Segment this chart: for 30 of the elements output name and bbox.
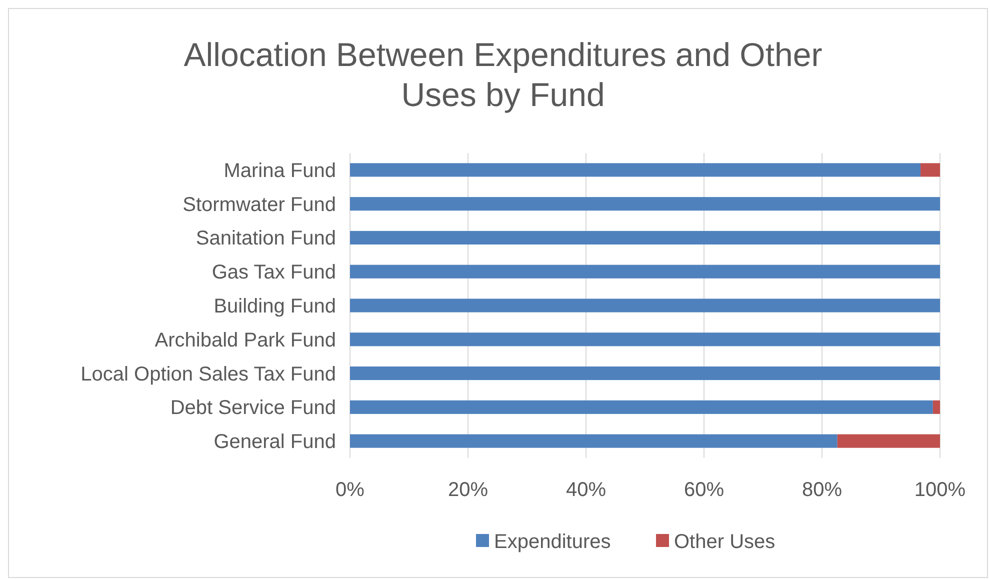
bar xyxy=(350,230,940,244)
bar xyxy=(932,400,940,414)
chart-title: Allocation Between Expenditures and Other Uses by Fund xyxy=(184,36,822,113)
y-tick-label: Marina Fund xyxy=(224,160,336,182)
y-tick-label: Building Fund xyxy=(214,296,336,318)
bar xyxy=(350,366,940,380)
bar xyxy=(350,298,940,312)
x-tick-label: 100% xyxy=(914,479,966,501)
x-tick-label: 40% xyxy=(566,479,606,501)
legend-label: Other Uses xyxy=(674,531,776,553)
x-tick-label: 0% xyxy=(336,479,365,501)
bar xyxy=(350,264,940,278)
y-tick-label: Debt Service Fund xyxy=(170,397,336,420)
y-tick-label: General Fund xyxy=(214,431,336,454)
bar xyxy=(350,434,838,448)
x-tick-label: 20% xyxy=(448,479,488,501)
y-tick-label: Stormwater Fund xyxy=(182,194,336,216)
y-tick-label: Archibald Park Fund xyxy=(154,329,336,352)
bar xyxy=(350,332,940,346)
bar xyxy=(920,163,940,177)
bar xyxy=(837,434,940,448)
y-tick-label: Sanitation Fund xyxy=(196,228,336,250)
bar xyxy=(350,163,921,177)
x-tick-label: 80% xyxy=(802,479,842,501)
y-tick-label: Local Option Sales Tax Fund xyxy=(80,363,336,386)
legend-label: Expenditures xyxy=(494,531,611,553)
x-tick-label: 60% xyxy=(684,479,724,501)
bar xyxy=(350,400,933,414)
bar xyxy=(350,197,940,211)
y-tick-label: Gas Tax Fund xyxy=(212,262,336,284)
